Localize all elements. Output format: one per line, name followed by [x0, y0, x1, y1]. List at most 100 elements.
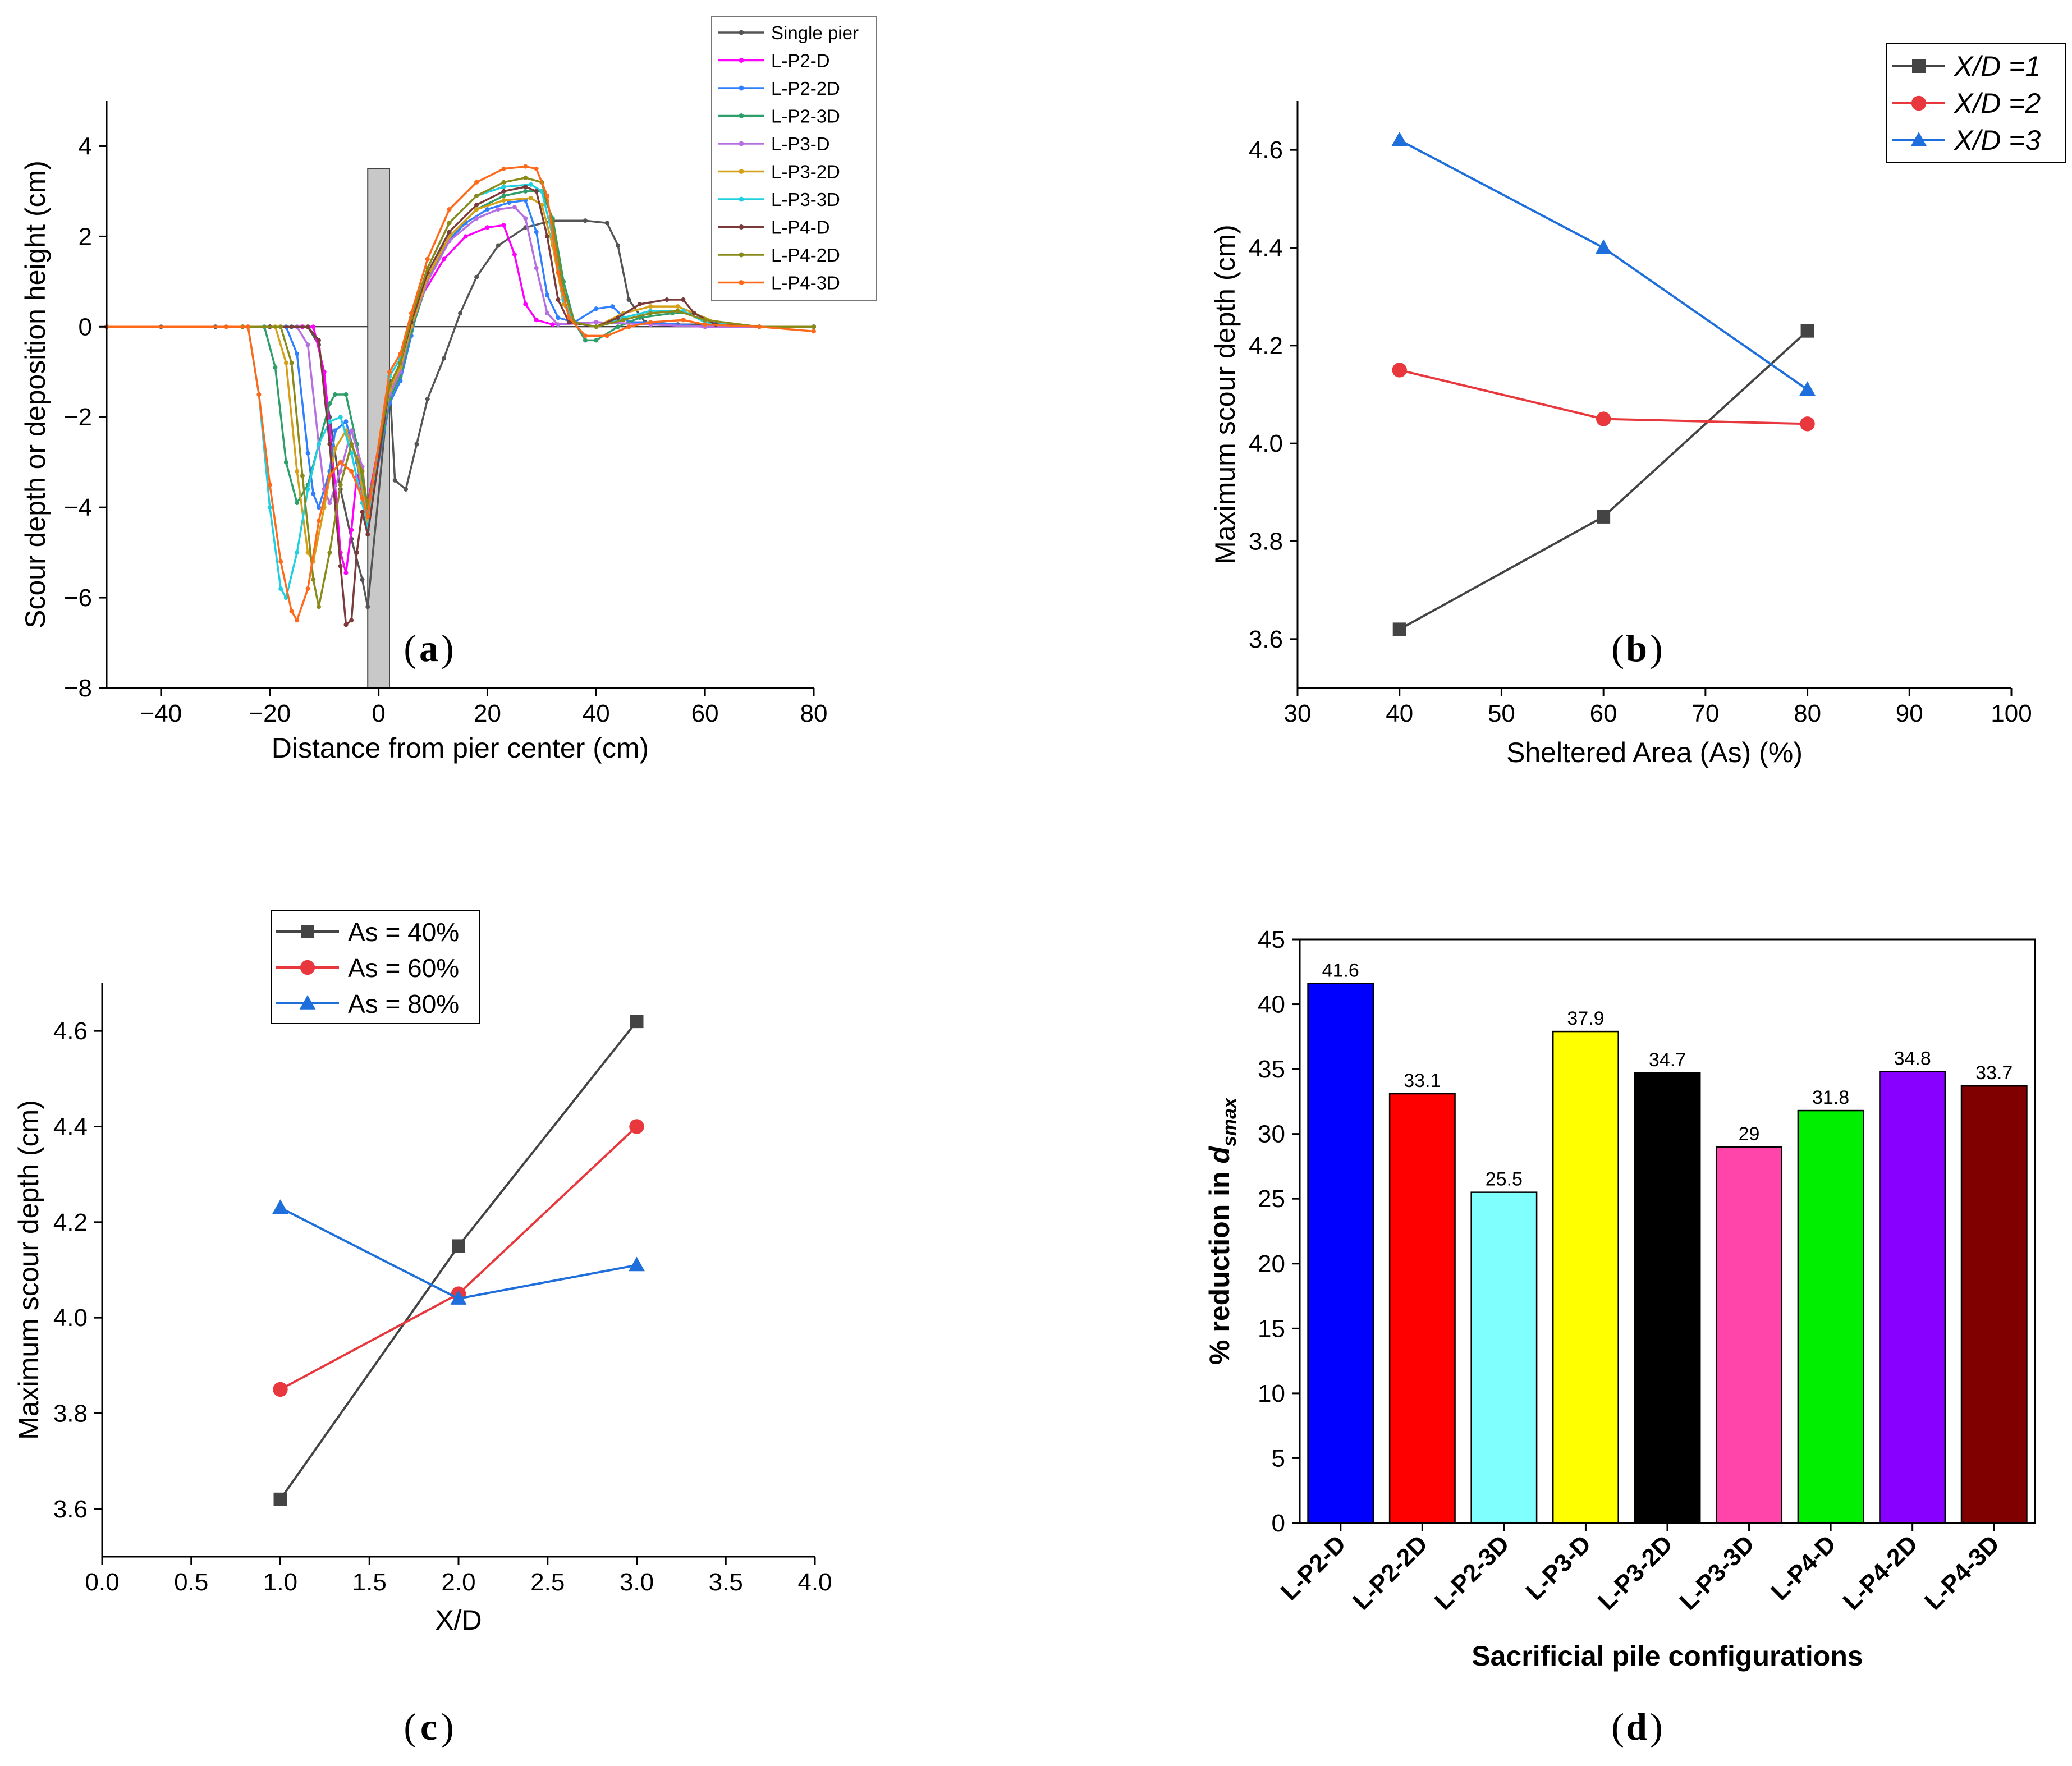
a-legend-marker	[739, 280, 744, 285]
data-point-l-p2-2d	[333, 428, 338, 433]
a-legend-label: L-P3-2D	[771, 162, 840, 182]
b-y-axis-label: Maximum scour depth (cm)	[1209, 224, 1241, 565]
data-point-l-p4-3d	[338, 460, 343, 465]
data-point-l-p4-2d	[300, 473, 305, 478]
data-point-l-p4-d	[534, 189, 539, 194]
data-point-l-p4-d	[545, 234, 550, 239]
b-x-tick-label: 60	[1590, 700, 1617, 727]
a-legend-label: L-P4-D	[771, 217, 830, 238]
data-point-l-p3-2d	[529, 195, 533, 200]
b-y-tick-label: 4.0	[1249, 430, 1283, 457]
data-point-single-pier	[360, 577, 365, 582]
c-legend-label: As = 80%	[348, 989, 459, 1019]
a-y-tick-label: 0	[79, 313, 92, 341]
b-legend-label: X/D =2	[1954, 88, 2041, 119]
data-point-l-p4-d	[681, 297, 686, 302]
data-point-single-pier	[626, 297, 631, 302]
data-point-l-p4-3d	[583, 333, 588, 338]
data-point-l-p2-3d	[594, 338, 599, 343]
bar-l-p4-2d	[1879, 1071, 1946, 1524]
d-y-tick-label: 5	[1272, 1444, 1285, 1472]
data-point-l-p4-d	[691, 311, 696, 316]
a-legend-label: Single pier	[771, 22, 859, 43]
c-x-axis-label: X/D	[435, 1604, 482, 1636]
data-point-single-pier	[392, 478, 397, 483]
data-point-l-p3-3d	[501, 184, 506, 189]
data-point-l-p3-3d	[338, 415, 343, 420]
data-point-l-p2-3d	[333, 392, 338, 397]
data-point-l-p2-2d	[295, 351, 300, 356]
b-data-point-x-d-2	[1800, 416, 1815, 432]
data-point-l-p4-3d	[398, 351, 403, 356]
data-point-l-p4-d	[556, 297, 561, 302]
b-legend-label: X/D =3	[1954, 125, 2041, 156]
data-point-l-p4-2d	[703, 318, 708, 323]
d-y-label-prefix: % reduction in	[1204, 1164, 1235, 1365]
panel-a-label-close: )	[441, 627, 454, 669]
panel-c: ( c ) 0.0 0.5 1.0 1.5 2.0 2.5 3.0 3.5 4.0 3.6 3.8 4…	[13, 910, 832, 1748]
bar-l-p2-3d	[1470, 1191, 1538, 1524]
a-y-tick-label: −4	[64, 494, 92, 521]
a-legend-marker	[739, 141, 744, 146]
c-y-tick-label: 3.8	[53, 1400, 88, 1428]
panel-a-label-open: (	[404, 627, 416, 669]
a-legend-box	[711, 16, 877, 301]
data-point-l-p4-3d	[604, 333, 609, 338]
a-legend-label: L-P4-3D	[771, 273, 840, 293]
a-legend-label: L-P3-3D	[771, 189, 840, 210]
panel-a: ( a ) −40 −20 0 20 40 60 80−8−6−4−2024Distance…	[20, 16, 877, 764]
data-point-l-p2-3d	[583, 338, 588, 343]
data-point-l-p4-3d	[534, 166, 539, 171]
panel-c-label-close: )	[441, 1705, 454, 1748]
c-data-point-as-60	[273, 1382, 288, 1397]
b-x-axis-label: Sheltered Area (As) (%)	[1506, 737, 1803, 768]
b-y-tick-label: 4.4	[1249, 235, 1283, 262]
data-point-l-p2-2d	[343, 419, 349, 424]
data-point-l-p4-2d	[398, 360, 403, 365]
panel-b-label-open: (	[1611, 627, 1624, 669]
data-point-l-p4-3d	[474, 180, 479, 185]
data-point-l-p4-3d	[387, 369, 392, 374]
a-y-tick-label: −8	[64, 675, 92, 702]
data-point-l-p3-d	[594, 320, 599, 325]
b-x-tick-label: 70	[1691, 700, 1719, 727]
d-y-tick-label: 0	[1272, 1510, 1285, 1537]
data-point-l-p3-2d	[675, 304, 680, 309]
data-point-l-p4-3d	[566, 315, 571, 320]
c-x-tick-label: 0.5	[174, 1568, 208, 1596]
a-x-tick-label: 20	[474, 700, 501, 727]
data-point-l-p4-2d	[523, 175, 528, 180]
a-y-tick-label: −6	[64, 584, 92, 612]
data-point-l-p4-d	[354, 550, 359, 555]
b-x-tick-label: 80	[1794, 700, 1821, 727]
c-legend-marker	[299, 995, 316, 1010]
a-legend-label: L-P3-D	[771, 134, 830, 154]
data-point-l-p2-2d	[485, 207, 490, 212]
b-data-point-x-d-3	[1595, 239, 1612, 254]
c-x-tick-label: 1.5	[352, 1568, 387, 1596]
bar-l-p3-2d	[1634, 1072, 1701, 1524]
data-point-l-p4-3d	[425, 256, 430, 262]
b-y-tick-label: 3.8	[1249, 528, 1283, 556]
b-data-point-x-d-1	[1392, 622, 1406, 636]
c-legend-marker	[300, 960, 315, 975]
data-point-l-p4-2d	[278, 324, 283, 329]
d-y-tick-label: 35	[1258, 1056, 1285, 1083]
bar-l-p4-3d	[1960, 1085, 2028, 1524]
bar-value-label: 33.1	[1404, 1070, 1441, 1091]
data-point-l-p2-3d	[283, 460, 288, 465]
data-point-l-p3-d	[349, 428, 354, 433]
data-point-l-p3-3d	[278, 586, 283, 591]
d-y-tick-label: 30	[1258, 1121, 1285, 1148]
a-y-axis-label: Scour depth or deposition height (cm)	[20, 160, 51, 629]
data-point-l-p4-2d	[648, 311, 653, 316]
b-x-tick-label: 90	[1896, 700, 1923, 727]
data-point-l-p4-2d	[289, 360, 294, 365]
bar-l-p3-3d	[1716, 1146, 1783, 1524]
data-point-l-p4-2d	[338, 482, 343, 487]
data-point-l-p2-d	[349, 527, 354, 533]
b-data-point-x-d-3	[1391, 131, 1408, 146]
data-point-l-p4-d	[305, 324, 310, 329]
data-point-l-p3-2d	[648, 304, 653, 309]
data-point-l-p2-3d	[273, 365, 278, 370]
